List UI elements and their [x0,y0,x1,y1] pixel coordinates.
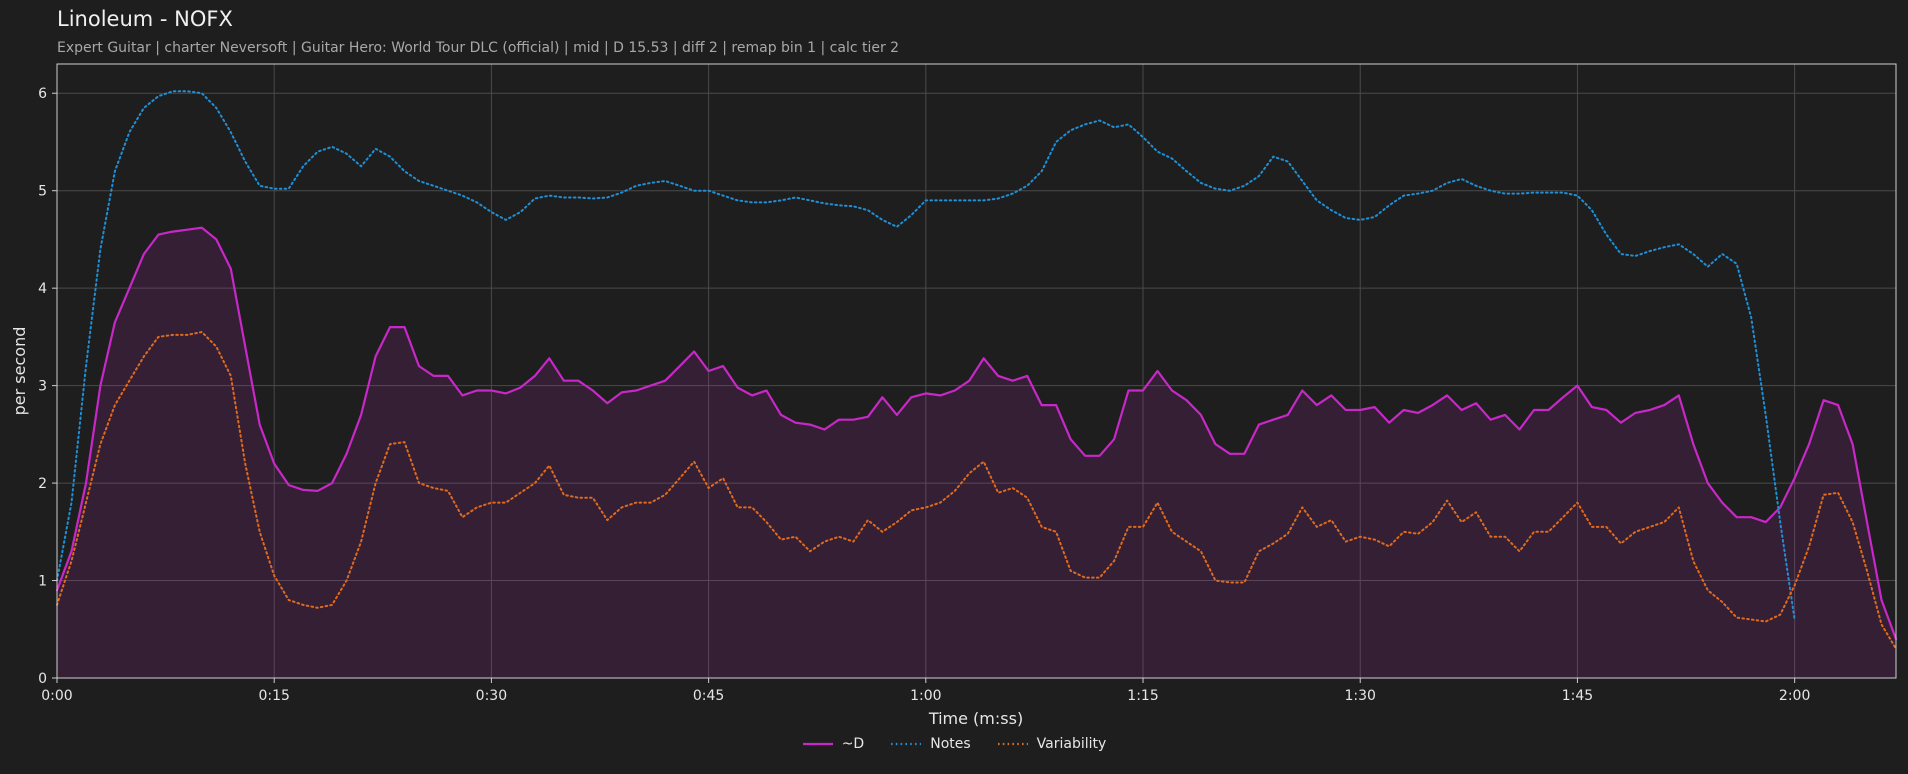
series-lines [55,90,1898,650]
y-tick-label: 2 [38,476,47,492]
series-fills [57,227,1896,678]
x-tick-label: 1:00 [910,688,941,704]
y-tick-label: 4 [38,281,47,297]
legend-label: Variability [1036,736,1107,752]
y-tick-label: 6 [38,86,47,102]
series-area-0 [57,227,1896,678]
series-line-1 [56,90,1796,621]
legend-label: Notes [930,736,971,752]
series-line-0 [55,226,1898,641]
y-tick-label: 5 [38,184,47,200]
x-tick-label: 1:45 [1562,688,1593,704]
y-axis-ticks: 0 1 2 3 4 5 6 [38,86,57,687]
legend-item: ~D [802,736,865,752]
x-axis-label: Time (m:ss) [928,709,1023,728]
plot-frame [56,63,1897,679]
legend: ~D Notes Variability [0,736,1908,752]
y-tick-label: 1 [38,574,47,590]
chart-title: Linoleum - NOFX [57,7,233,31]
legend-swatch [997,742,1028,746]
x-axis-ticks: 0:00 0:15 0:30 0:45 1:00 1:15 1:30 1:45 2:00 [41,678,1810,704]
legend-item: Variability [997,736,1107,752]
y-tick-label: 0 [38,671,47,687]
legend-swatch [802,742,833,746]
chart-subtitle: Expert Guitar | charter Neversoft | Guit… [57,40,900,56]
y-axis-label: per second [10,327,29,416]
legend-swatch [891,742,922,746]
x-tick-label: 1:30 [1345,688,1376,704]
x-tick-label: 2:00 [1779,688,1810,704]
legend-item: Notes [890,736,971,752]
x-tick-label: 0:00 [41,688,72,704]
x-tick-label: 0:45 [693,688,724,704]
x-tick-label: 1:15 [1127,688,1158,704]
x-tick-label: 0:15 [258,688,289,704]
legend-label: ~D [841,736,865,752]
y-tick-label: 3 [38,379,47,395]
series-line-2 [56,331,1897,650]
x-tick-label: 0:30 [476,688,507,704]
